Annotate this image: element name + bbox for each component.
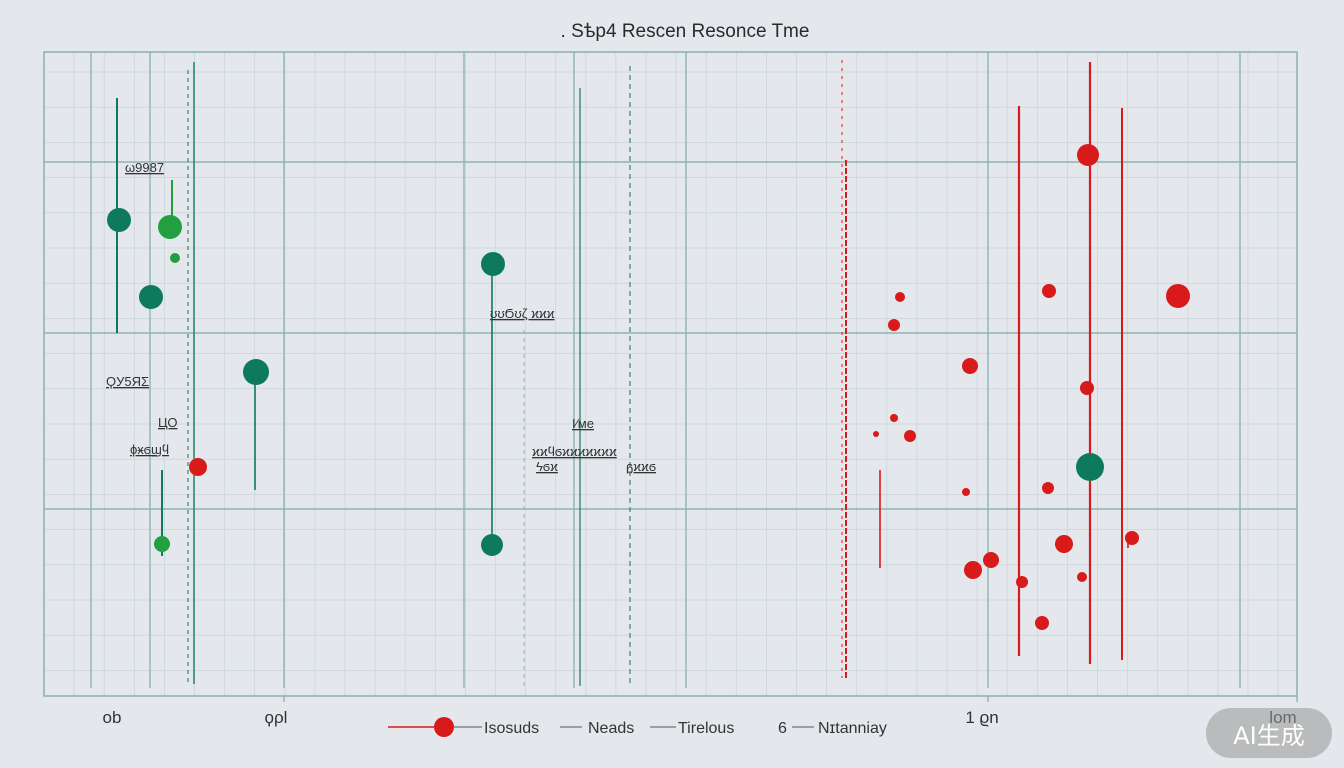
data-point-red [1077, 144, 1099, 166]
data-point-red [895, 292, 905, 302]
legend-label: 6 [778, 720, 787, 737]
data-point-green [139, 285, 163, 309]
legend-label: Nɪtanniay [818, 720, 887, 737]
annotation: ϟϭϰ [536, 459, 558, 474]
annotation: ʊʊϬʊζ ϰϰϰ [490, 306, 555, 321]
data-point-red [1166, 284, 1190, 308]
data-point-red [964, 561, 982, 579]
ai-generated-badge: AI生成 [1206, 708, 1332, 758]
annotation: ϘУ5ЯΣ [106, 374, 149, 389]
data-point-red [189, 458, 207, 476]
data-point-green [107, 208, 131, 232]
data-point-green [158, 215, 182, 239]
x-tick-label: ob [103, 708, 122, 727]
annotation: ω9987 [125, 160, 164, 175]
annotation: ϰϰϥϭϰϰϰϰϰϰϰ [532, 444, 617, 459]
data-point-green [1076, 453, 1104, 481]
legend: Ιsosuds Neads Tirelous 6 Nɪtanniay [388, 717, 887, 737]
grid [43, 52, 1297, 696]
data-point-red [873, 431, 879, 437]
data-point-red [890, 414, 898, 422]
legend-marker [434, 717, 454, 737]
axes [43, 51, 1298, 702]
legend-label: Ιsosuds [484, 720, 539, 737]
chart-title: . Sѣp4 Rescen Resonce Tme [561, 21, 810, 42]
plot-frame [43, 51, 1298, 697]
annotation: ϕӿϭϣϥ [130, 442, 169, 457]
data-point-red [1042, 284, 1056, 298]
data-point-green [481, 252, 505, 276]
annotation: ЦО [158, 415, 177, 430]
x-tick-label: ϙρl [265, 708, 288, 727]
data-point-red [1042, 482, 1054, 494]
data-point-green [154, 536, 170, 552]
data-point-red [1055, 535, 1073, 553]
annotation: ᵷϰϰϭ [626, 459, 656, 474]
legend-label: Neads [588, 720, 634, 737]
data-point-red [904, 430, 916, 442]
data-point-red [1016, 576, 1028, 588]
annotation: Ι⁄ᴍе [572, 416, 594, 431]
annotations: ω9987 ϘУ5ЯΣ ЦО ϕӿϭϣϥ ʊʊϬʊζ ϰϰϰ Ι⁄ᴍе ϰϰϥϭ… [106, 160, 656, 474]
data-point-green [481, 534, 503, 556]
data-point-red [1080, 381, 1094, 395]
data-point-red [888, 319, 900, 331]
data-point-red [1077, 572, 1087, 582]
data-point-red [1125, 531, 1139, 545]
data-points [107, 144, 1190, 630]
data-point-green [243, 359, 269, 385]
data-point-red [983, 552, 999, 568]
data-point-red [962, 488, 970, 496]
data-point-red [1035, 616, 1049, 630]
legend-label: Tirelous [678, 720, 734, 737]
x-tick-label: 1 ϱn [965, 708, 998, 727]
data-point-red [962, 358, 978, 374]
data-point-green [170, 253, 180, 263]
